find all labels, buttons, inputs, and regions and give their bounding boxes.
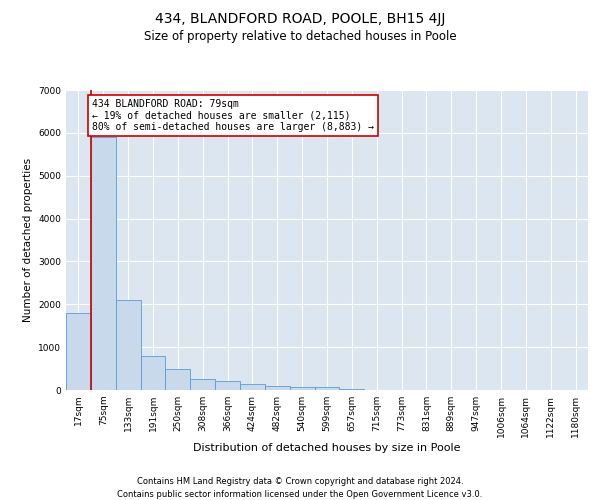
Bar [91, 137, 116, 390]
Bar [190, 380, 215, 390]
Bar [215, 382, 240, 390]
Text: Size of property relative to detached houses in Poole: Size of property relative to detached ho… [143, 30, 457, 43]
Text: 434, BLANDFORD ROAD, POOLE, BH15 4JJ: 434, BLANDFORD ROAD, POOLE, BH15 4JJ [155, 12, 445, 26]
Bar [290, 386, 314, 390]
Bar [66, 313, 91, 390]
Bar [340, 389, 364, 390]
Bar [240, 384, 265, 390]
Y-axis label: Number of detached properties: Number of detached properties [23, 158, 32, 322]
Text: 434 BLANDFORD ROAD: 79sqm
← 19% of detached houses are smaller (2,115)
80% of se: 434 BLANDFORD ROAD: 79sqm ← 19% of detac… [92, 98, 374, 132]
Bar [265, 386, 290, 390]
Bar [116, 300, 140, 390]
Bar [166, 368, 190, 390]
X-axis label: Distribution of detached houses by size in Poole: Distribution of detached houses by size … [193, 442, 461, 452]
Text: Contains HM Land Registry data © Crown copyright and database right 2024.
Contai: Contains HM Land Registry data © Crown c… [118, 478, 482, 499]
Bar [314, 388, 340, 390]
Bar [140, 356, 166, 390]
